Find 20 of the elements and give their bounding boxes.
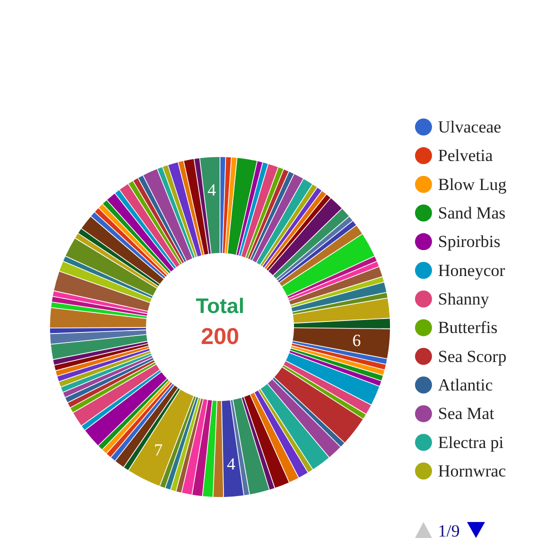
text: Total — [196, 295, 244, 318]
legend-label: Sea Mat — [438, 404, 494, 424]
legend-label: Atlantic — [438, 376, 494, 395]
legend-label: Pelvetia — [438, 146, 494, 166]
legend-label: Butterfis — [438, 318, 498, 338]
legend-label: Ulvaceae — [438, 118, 502, 136]
legend-label: Hornwrac — [438, 462, 506, 481]
data-label: 4 — [226, 454, 236, 474]
legend-label: Shanny — [438, 290, 490, 309]
text: 1/9 — [438, 522, 460, 540]
legend-label: Spirorbis — [438, 232, 500, 252]
data-label: 6 — [352, 331, 361, 350]
data-label: 7 — [154, 440, 164, 460]
legend-label: Sand Mas — [438, 204, 506, 223]
legend-label: Honeycor — [438, 260, 506, 280]
legend-label: Blow Lug — [438, 174, 507, 194]
legend-label: Electra pi — [438, 432, 504, 452]
data-label: 4 — [208, 180, 217, 200]
legend-label: Sea Scorp — [438, 346, 506, 366]
text: 200 — [200, 323, 240, 349]
